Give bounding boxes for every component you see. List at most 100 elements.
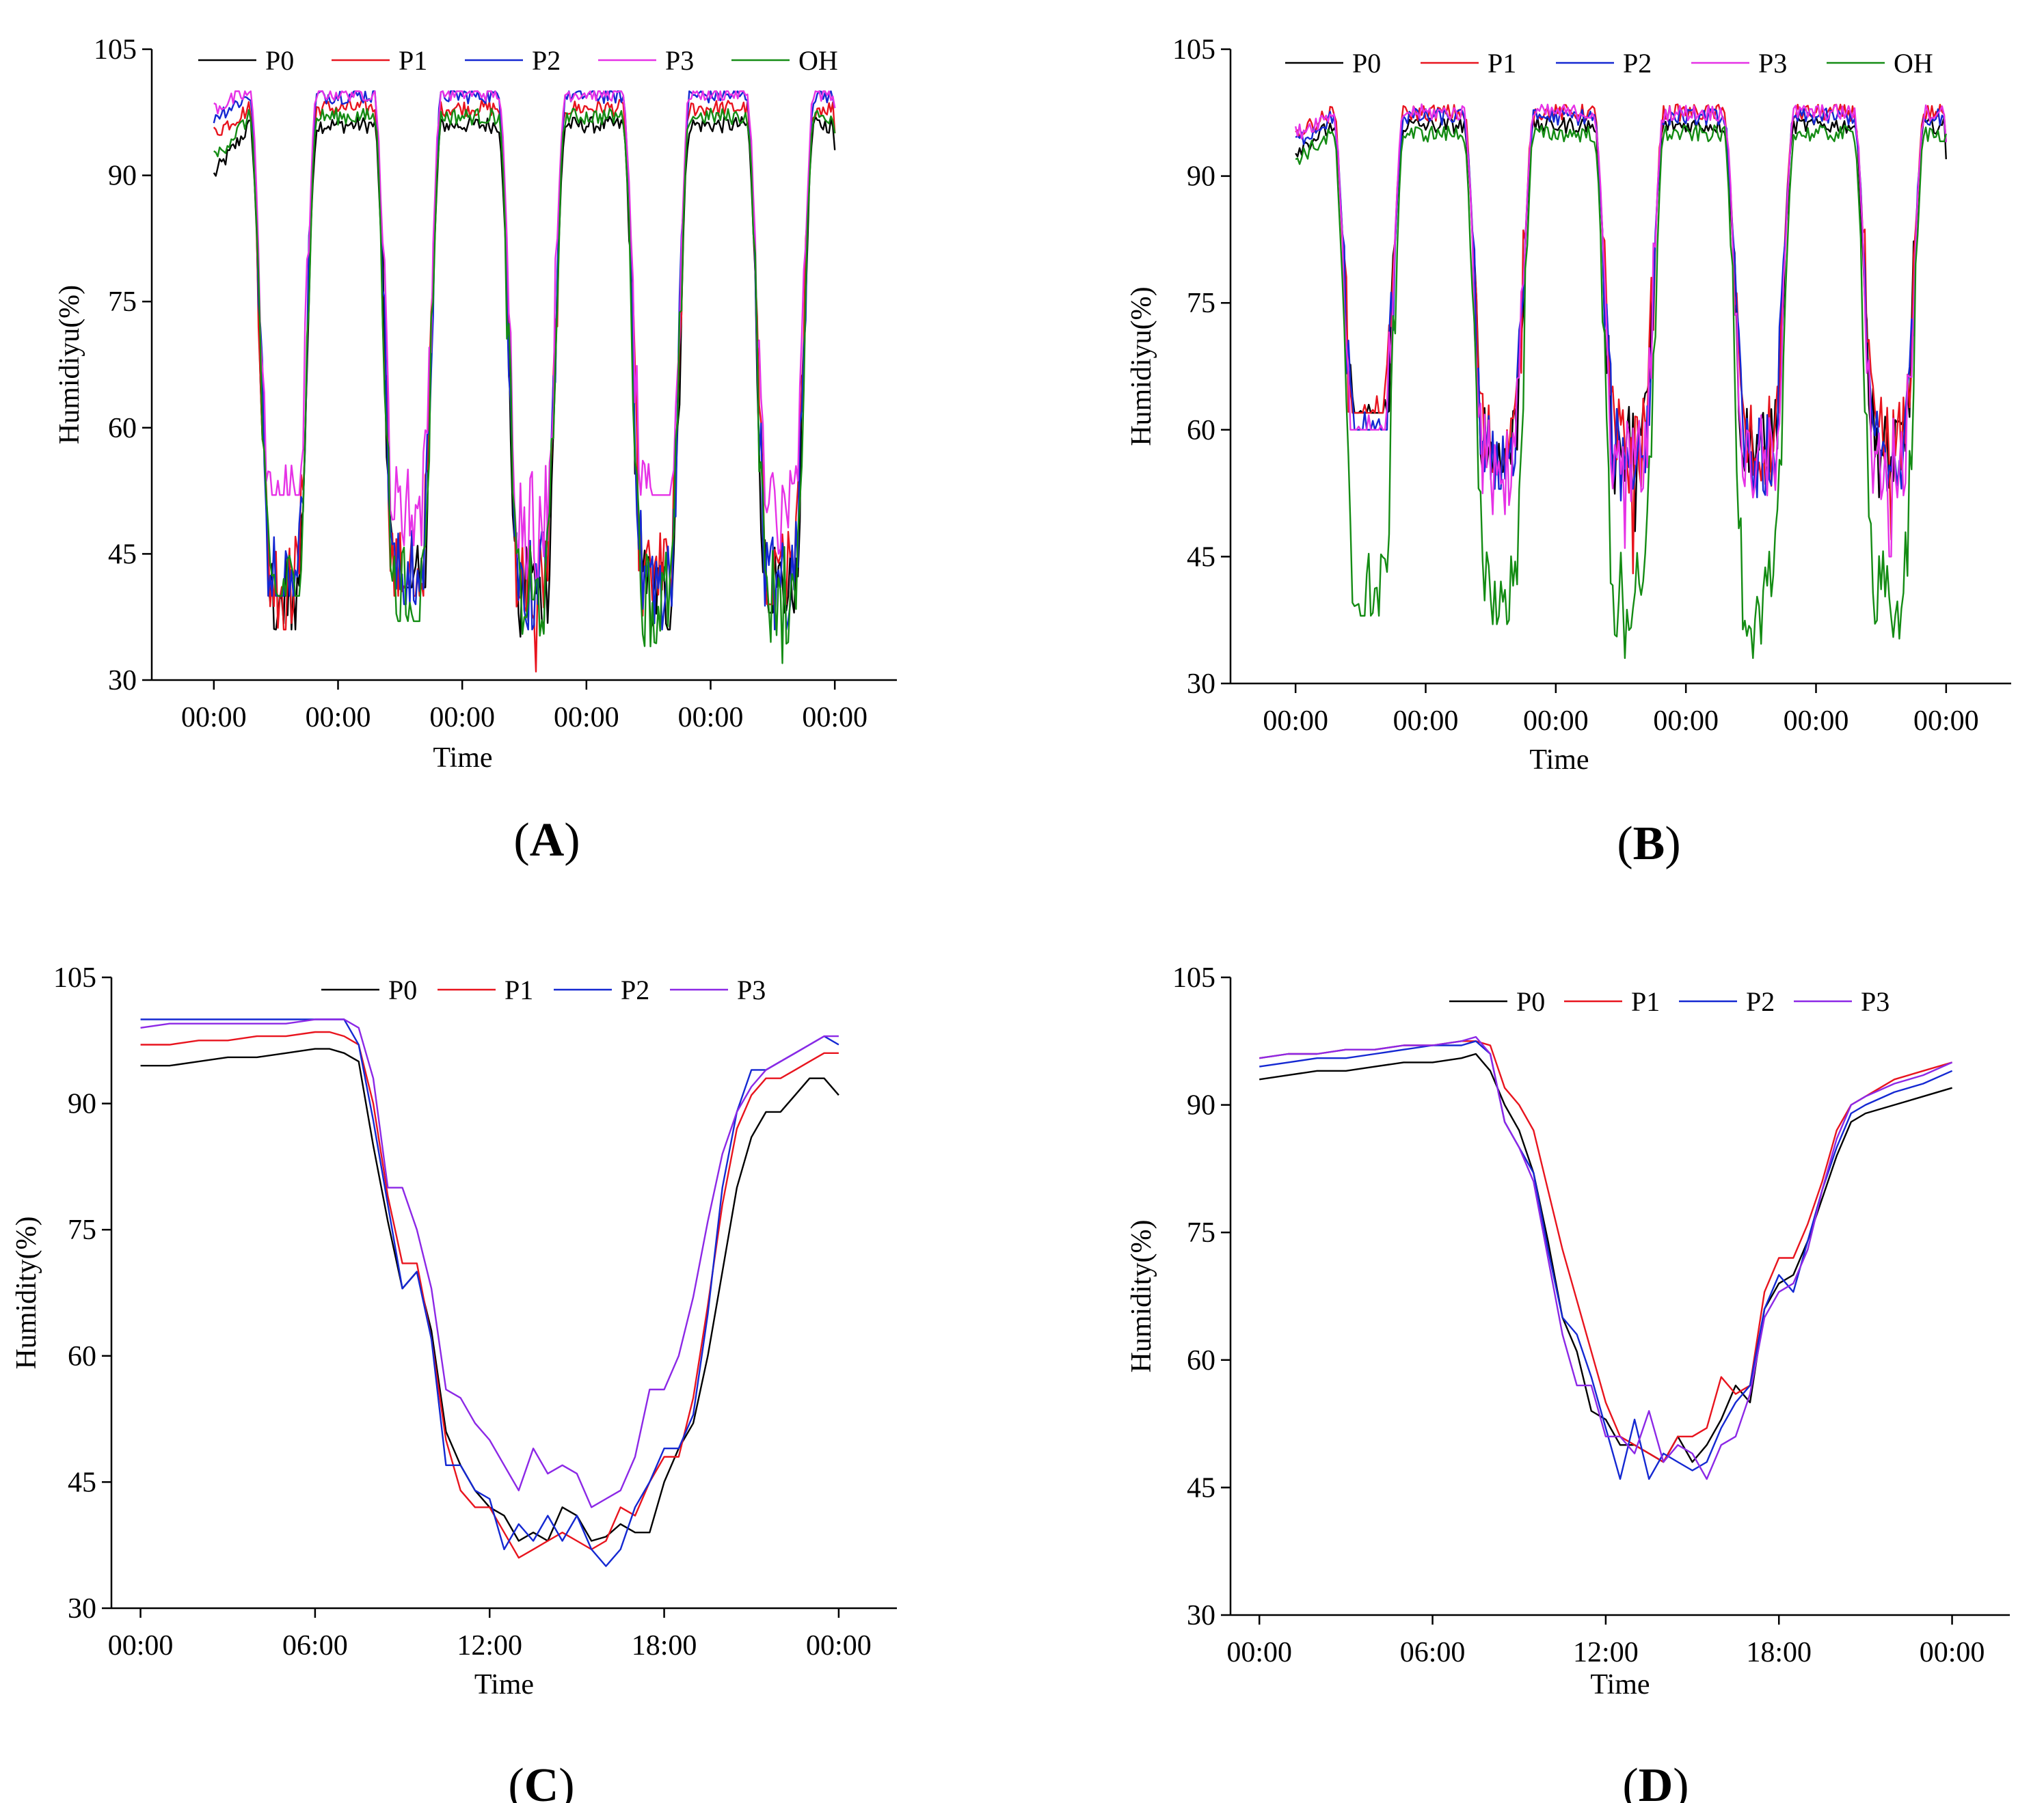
x-axis-label: Time — [474, 1669, 534, 1700]
x-tick-label: 00:00 — [1393, 705, 1459, 737]
series-line-p2 — [1259, 1040, 1953, 1480]
x-tick-label: 06:00 — [282, 1630, 348, 1662]
series-line-p0 — [1295, 116, 1947, 532]
x-axis-label: Time — [433, 742, 492, 774]
y-tick-label: 75 — [1187, 288, 1215, 319]
y-axis-label: Humidiyu(%) — [1126, 286, 1157, 446]
x-tick-label: 12:00 — [457, 1630, 522, 1662]
x-tick-label: 00:00 — [1263, 705, 1328, 737]
panel-c: 30 45 60 75 90 105 00:00 06:00 12:00 18:00 00:00 Ti… — [11, 962, 897, 1803]
x-tick-label: 00:00 — [1784, 705, 1849, 737]
y-tick-label: 90 — [108, 161, 137, 192]
series-line-p3 — [213, 90, 836, 580]
x-tick-label: 00:00 — [306, 702, 371, 733]
y-tick-label: 30 — [1187, 668, 1215, 700]
legend-label-p1: P1 — [505, 975, 533, 1005]
legend-label-p1: P1 — [1631, 986, 1660, 1017]
x-tick-label: 00:00 — [181, 702, 247, 733]
y-axis-label: Humidiyu(%) — [54, 285, 85, 444]
legend-label-p1: P1 — [1488, 48, 1516, 79]
legend-label-p3: P3 — [1861, 986, 1890, 1017]
legend-label-p3: P3 — [665, 45, 694, 76]
series-line-p3 — [140, 1018, 839, 1508]
x-tick-label: 00:00 — [1523, 705, 1589, 737]
panel-label-letter: D — [1639, 1759, 1673, 1803]
y-tick-label: 30 — [108, 665, 137, 696]
panel-label: (C) — [508, 1759, 574, 1803]
legend-label-p0: P0 — [388, 975, 417, 1005]
y-tick-label: 75 — [1187, 1217, 1215, 1249]
y-tick-label: 105 — [53, 962, 96, 994]
legend-label-p1: P1 — [399, 45, 427, 76]
series-line-p3 — [1259, 1035, 1953, 1480]
legend-label-p2: P2 — [1746, 986, 1775, 1017]
panel-label-open: ( — [1622, 1759, 1638, 1803]
x-tick-label: 00:00 — [802, 702, 868, 733]
y-tick-label: 45 — [1187, 1472, 1215, 1504]
panel-label-letter: B — [1633, 817, 1665, 870]
legend-label-oh: OH — [798, 45, 838, 76]
series-line-p0 — [140, 1048, 839, 1542]
y-tick-label: 105 — [1172, 34, 1215, 66]
panel-label: (B) — [1617, 817, 1680, 870]
panel-label-open: ( — [508, 1759, 524, 1803]
legend-label-p0: P0 — [1352, 48, 1381, 79]
x-axis-label: Time — [1529, 744, 1589, 776]
y-tick-label: 90 — [1187, 161, 1215, 193]
x-tick-label: 18:00 — [632, 1630, 697, 1662]
y-tick-label: 30 — [68, 1593, 96, 1625]
x-tick-label: 00:00 — [1653, 705, 1719, 737]
panel-label-close: ) — [564, 814, 580, 867]
panel-label-letter: C — [524, 1759, 559, 1803]
x-tick-label: 00:00 — [429, 702, 495, 733]
y-tick-label: 60 — [68, 1341, 96, 1372]
series-line-p3 — [1295, 103, 1947, 558]
x-tick-label: 00:00 — [108, 1630, 174, 1662]
y-tick-label: 45 — [68, 1467, 96, 1498]
y-tick-label: 60 — [1187, 1345, 1215, 1377]
x-tick-label: 00:00 — [1920, 1637, 1985, 1668]
y-tick-label: 30 — [1187, 1600, 1215, 1631]
x-tick-label: 00:00 — [1226, 1637, 1292, 1668]
x-tick-label: 00:00 — [554, 702, 619, 733]
panel-a: 30 45 60 75 90 105 00:00 00:00 00:00 00:00 00:00 00… — [54, 34, 897, 867]
x-tick-label: 06:00 — [1400, 1637, 1466, 1668]
legend-label-p3: P3 — [1758, 48, 1787, 79]
panel-label-open: ( — [1617, 817, 1632, 870]
y-tick-label: 45 — [108, 539, 137, 570]
y-tick-label: 60 — [108, 413, 137, 444]
series-line-oh — [213, 107, 836, 664]
panel-label: (A) — [513, 814, 580, 867]
y-axis-label: Humidity(%) — [1126, 1220, 1157, 1373]
y-tick-label: 105 — [1172, 962, 1215, 994]
legend-label-p2: P2 — [621, 975, 649, 1005]
panel-b: 30 45 60 75 90 105 00:00 00:00 00:00 00:00 00:00 00… — [1126, 34, 2011, 870]
series-line-p2 — [140, 1018, 839, 1567]
y-axis-label: Humidity(%) — [11, 1217, 42, 1370]
panel-label: (D) — [1622, 1759, 1689, 1803]
panel-label-open: ( — [513, 814, 529, 867]
panel-label-letter: A — [530, 814, 565, 867]
x-tick-label: 00:00 — [1913, 705, 1979, 737]
series-line-oh — [1295, 124, 1947, 660]
y-tick-label: 105 — [94, 34, 137, 66]
y-tick-label: 75 — [108, 286, 137, 318]
legend-label-p2: P2 — [532, 45, 561, 76]
panel-label-close: ) — [559, 1759, 574, 1803]
panel-label-close: ) — [1673, 1759, 1689, 1803]
series-line-p1 — [140, 1031, 839, 1559]
series-line-p1 — [1259, 1040, 1952, 1463]
y-tick-label: 45 — [1187, 541, 1215, 573]
legend-label-p2: P2 — [1623, 48, 1652, 79]
panel-d: 30 45 60 75 90 105 00:00 06:00 12:00 18:00 00:00 Ti… — [1126, 962, 2010, 1803]
x-tick-label: 18:00 — [1746, 1637, 1812, 1668]
y-tick-label: 90 — [68, 1089, 96, 1120]
y-tick-label: 75 — [68, 1215, 96, 1246]
legend-label-p0: P0 — [265, 45, 294, 76]
x-tick-label: 00:00 — [678, 702, 744, 733]
legend-label-p3: P3 — [737, 975, 766, 1005]
legend-label-p0: P0 — [1516, 986, 1545, 1017]
x-tick-label: 00:00 — [806, 1630, 872, 1662]
x-tick-label: 12:00 — [1573, 1637, 1639, 1668]
